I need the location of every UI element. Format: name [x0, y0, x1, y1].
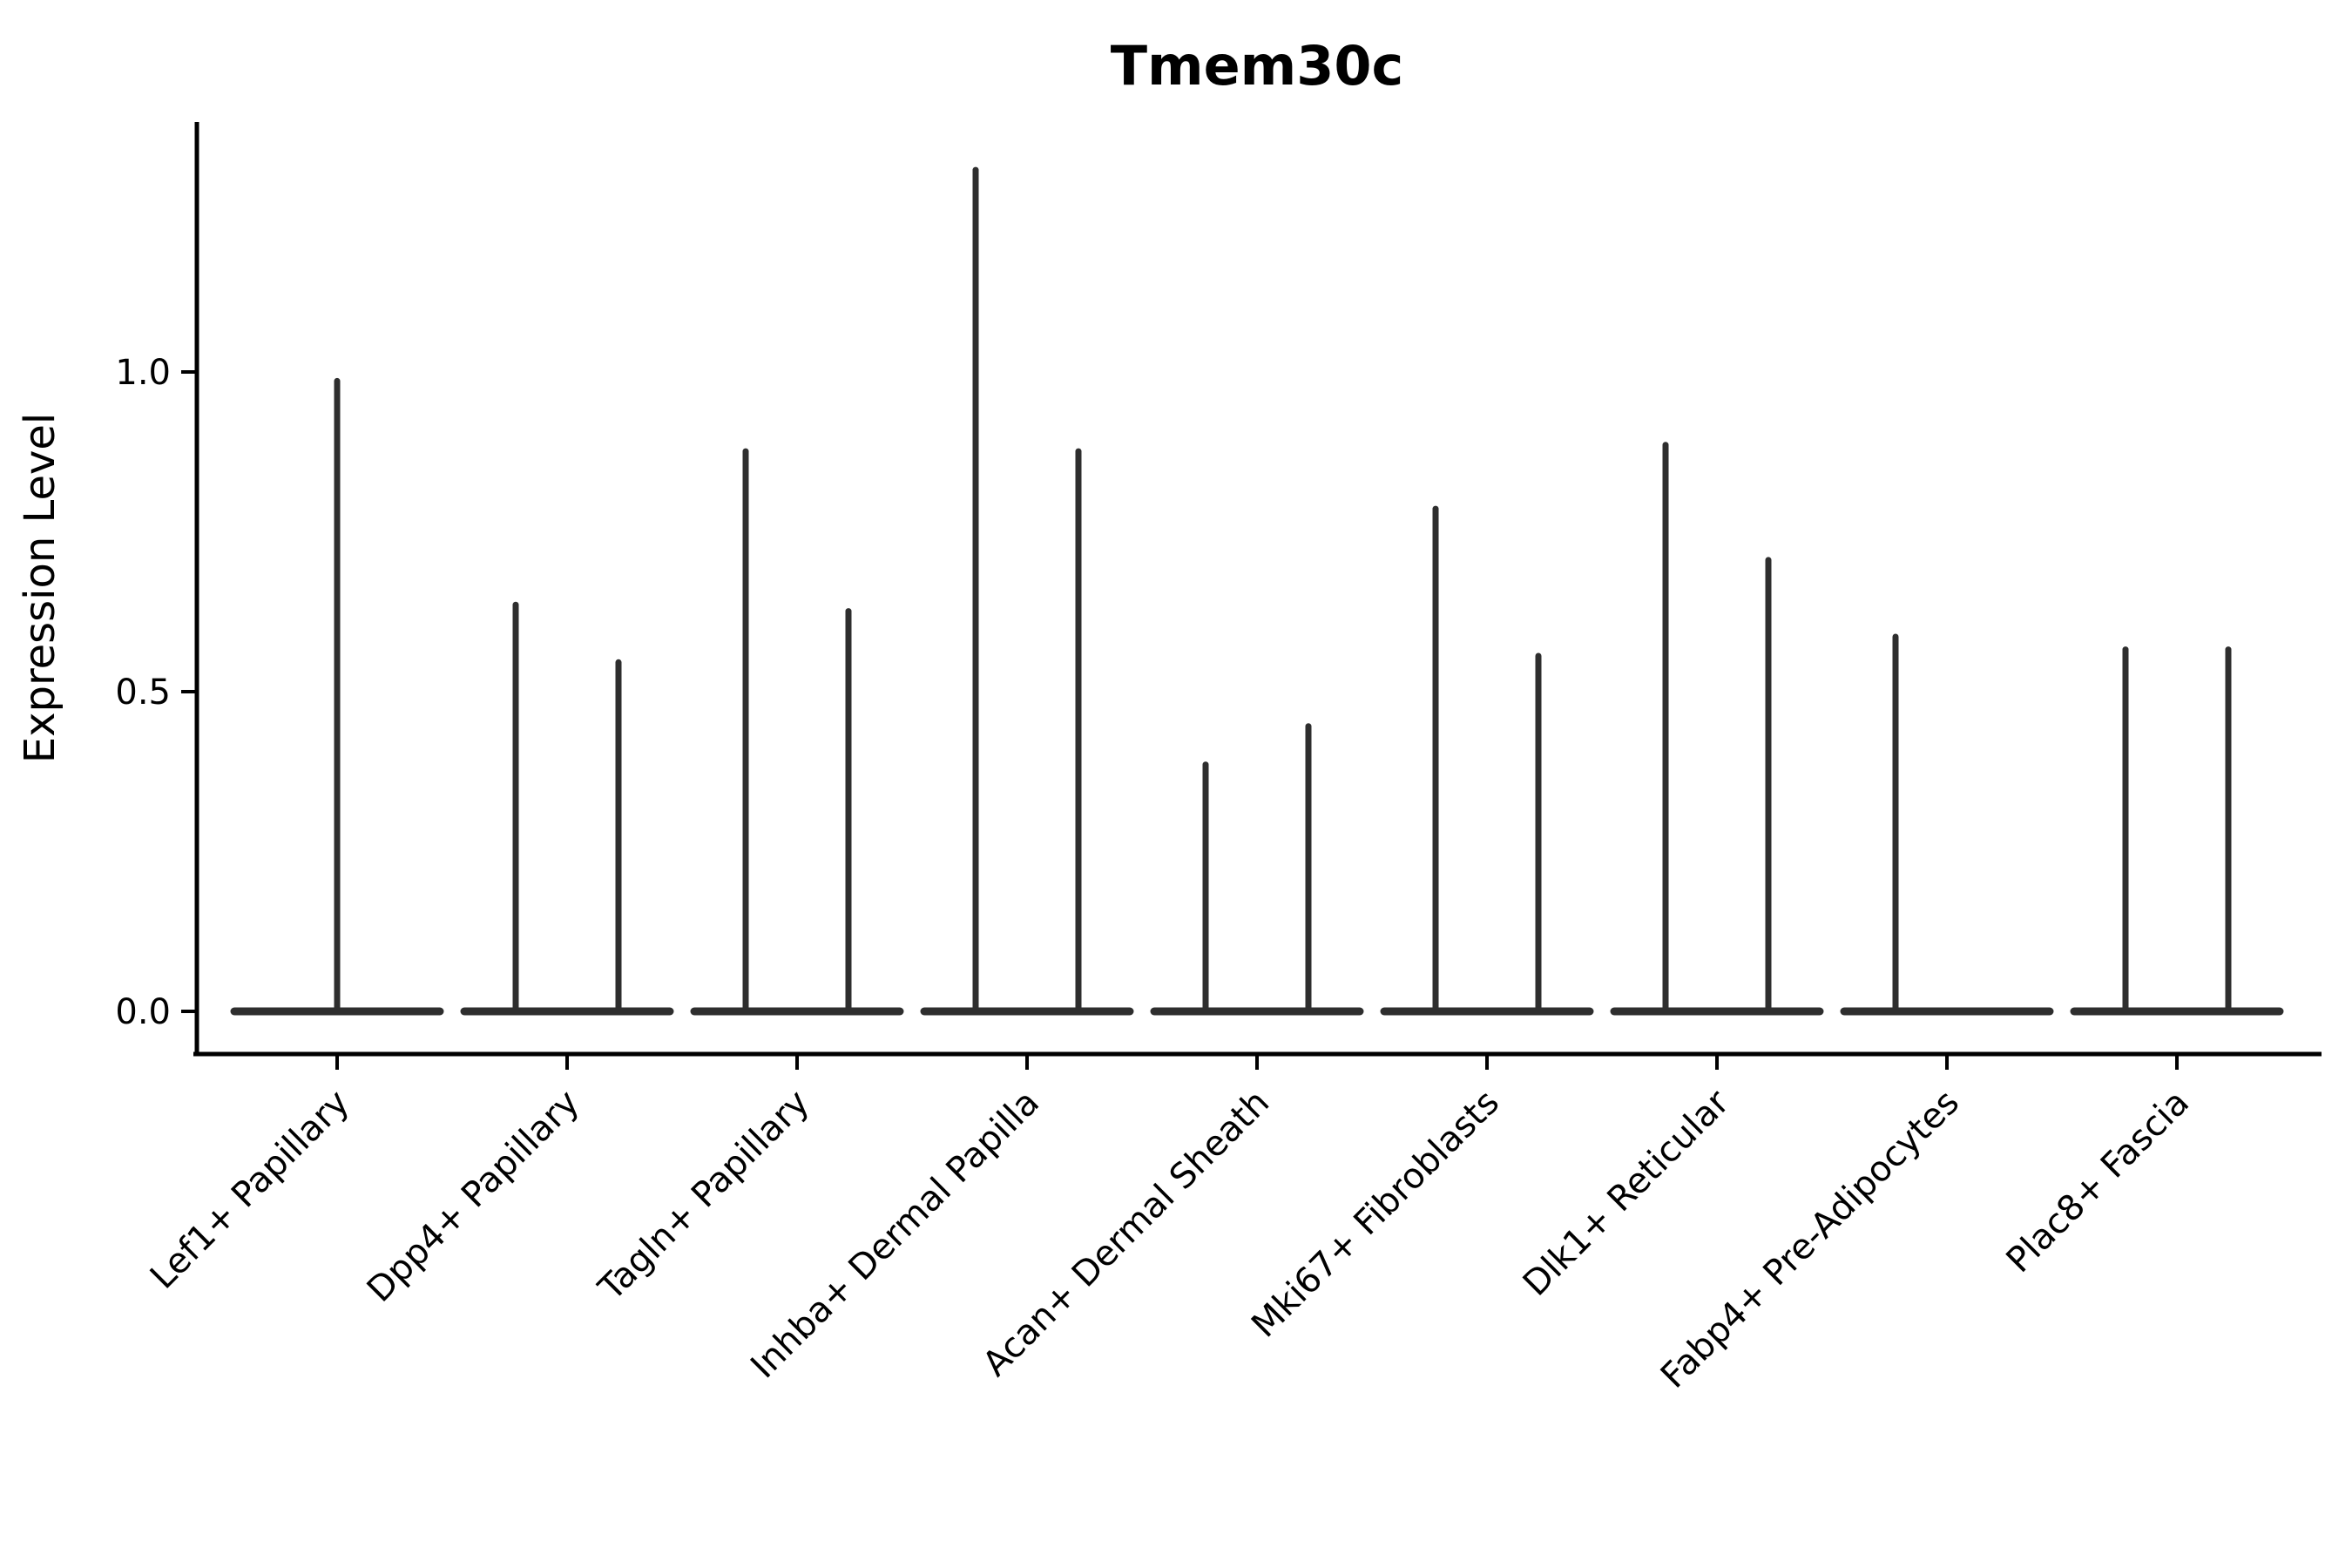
x-tick-label: Dlk1+ Reticular [1516, 1082, 1738, 1304]
y-axis-label: Expression Level [16, 413, 64, 764]
y-tick-label: 0.5 [115, 672, 171, 713]
x-tick-label: Dpp4+ Papillary [360, 1083, 587, 1310]
x-tick-label: Plac8+ Fascia [1999, 1083, 2198, 1281]
y-tick-label: 1.0 [115, 353, 171, 393]
x-tick-label: Tagln+ Papillary [591, 1083, 817, 1309]
chart-title: Tmem30c [1111, 34, 1404, 98]
x-tick-label: Lef1+ Papillary [143, 1083, 357, 1297]
y-tick-label: 0.0 [115, 992, 171, 1032]
plot-area: 0.0 0.5 1.0 Lef1+ Papillary Dpp4+ Papillary T… [115, 122, 2322, 1396]
x-tick-label: Mki67+ Fibroblasts [1244, 1083, 1507, 1346]
